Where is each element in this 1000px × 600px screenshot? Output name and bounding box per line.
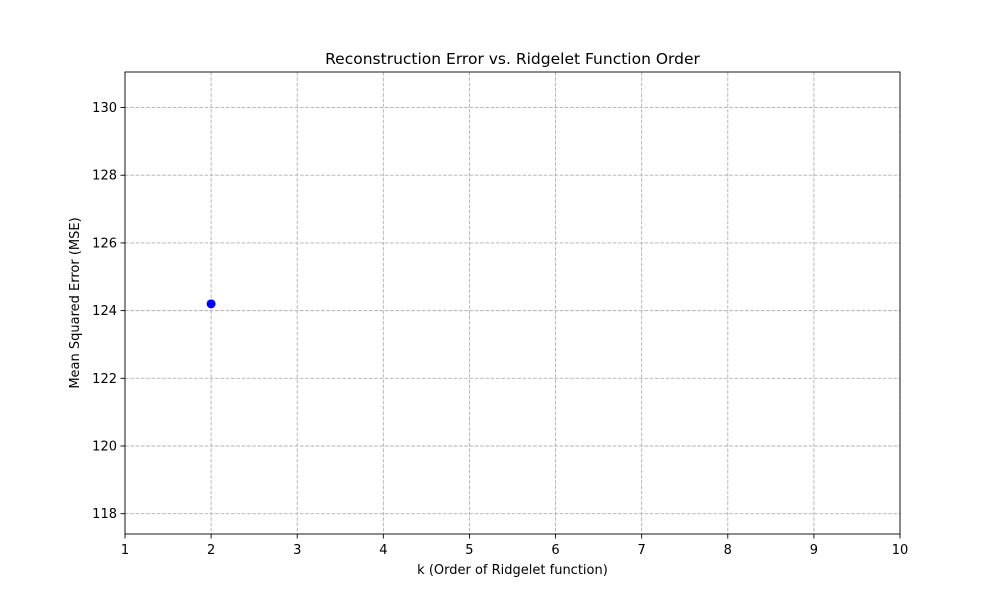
- y-tick-label: 124: [92, 304, 117, 319]
- chart-title: Reconstruction Error vs. Ridgelet Functi…: [325, 50, 700, 68]
- x-axis-label: k (Order of Ridgelet function): [417, 563, 608, 578]
- x-tick-label: 7: [638, 543, 646, 558]
- data-point: [206, 299, 216, 309]
- grid: [124, 72, 901, 534]
- x-tick-label: 4: [379, 543, 387, 558]
- y-tick-label: 130: [92, 101, 117, 116]
- y-tick-label: 128: [92, 169, 117, 184]
- data-points: [206, 299, 216, 309]
- x-tick-label: 5: [465, 543, 473, 558]
- plot-area: [124, 71, 901, 535]
- x-tick-label: 1: [121, 543, 129, 558]
- y-tick-label: 122: [92, 372, 117, 387]
- x-tick-label: 6: [551, 543, 559, 558]
- y-tick-label: 120: [92, 440, 117, 455]
- y-tick-label: 118: [92, 507, 117, 522]
- y-tick-label: 126: [92, 236, 117, 251]
- x-tick-label: 8: [724, 543, 732, 558]
- x-tick-label: 3: [293, 543, 301, 558]
- y-axis-label: Mean Squared Error (MSE): [68, 217, 83, 388]
- axis-ticks: 1 2 3 4 5 6 7 8 9 10 118 120 122 124 126 128 130: [92, 101, 908, 558]
- x-tick-label: 9: [810, 543, 818, 558]
- x-tick-label: 2: [207, 543, 215, 558]
- x-tick-label: 10: [892, 543, 909, 558]
